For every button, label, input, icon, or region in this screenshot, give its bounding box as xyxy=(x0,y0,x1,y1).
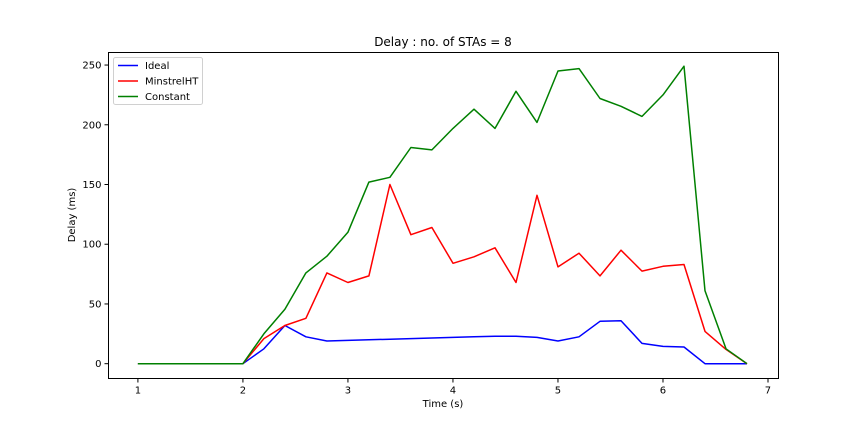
legend-label-constant: Constant xyxy=(145,92,190,103)
series-line-constant xyxy=(137,65,748,365)
legend-label-minstrelht: MinstrelHT xyxy=(145,77,199,88)
x-tick-label: 5 xyxy=(555,386,561,397)
y-tick-label: 150 xyxy=(82,180,101,191)
plot-frame xyxy=(108,52,779,379)
legend: Ideal MinstrelHT Constant xyxy=(113,57,203,105)
x-tick-label: 4 xyxy=(450,386,456,397)
y-tick-label: 200 xyxy=(82,120,101,131)
y-tick-label: 100 xyxy=(82,240,101,251)
x-tick-label: 2 xyxy=(240,386,246,397)
y-tick-label: 0 xyxy=(95,359,101,370)
x-tick-label: 7 xyxy=(765,386,771,397)
x-tick-label: 6 xyxy=(660,386,666,397)
chart-title: Delay : no. of STAs = 8 xyxy=(374,35,512,49)
x-axis-label: Time (s) xyxy=(422,399,464,410)
y-tick-label: 250 xyxy=(82,61,101,72)
x-tick-label: 3 xyxy=(345,386,351,397)
plot-lines xyxy=(137,65,748,365)
axis-ticks: 1 2 3 4 5 6 7 0 50 100 150 200 250 xyxy=(82,61,771,397)
legend-entries: Ideal MinstrelHT Constant xyxy=(118,61,199,103)
x-tick-label: 1 xyxy=(135,386,141,397)
y-tick-label: 50 xyxy=(89,299,102,310)
y-axis-label: Delay (ms) xyxy=(67,188,78,243)
legend-label-ideal: Ideal xyxy=(145,61,169,72)
legend-box xyxy=(113,57,203,105)
